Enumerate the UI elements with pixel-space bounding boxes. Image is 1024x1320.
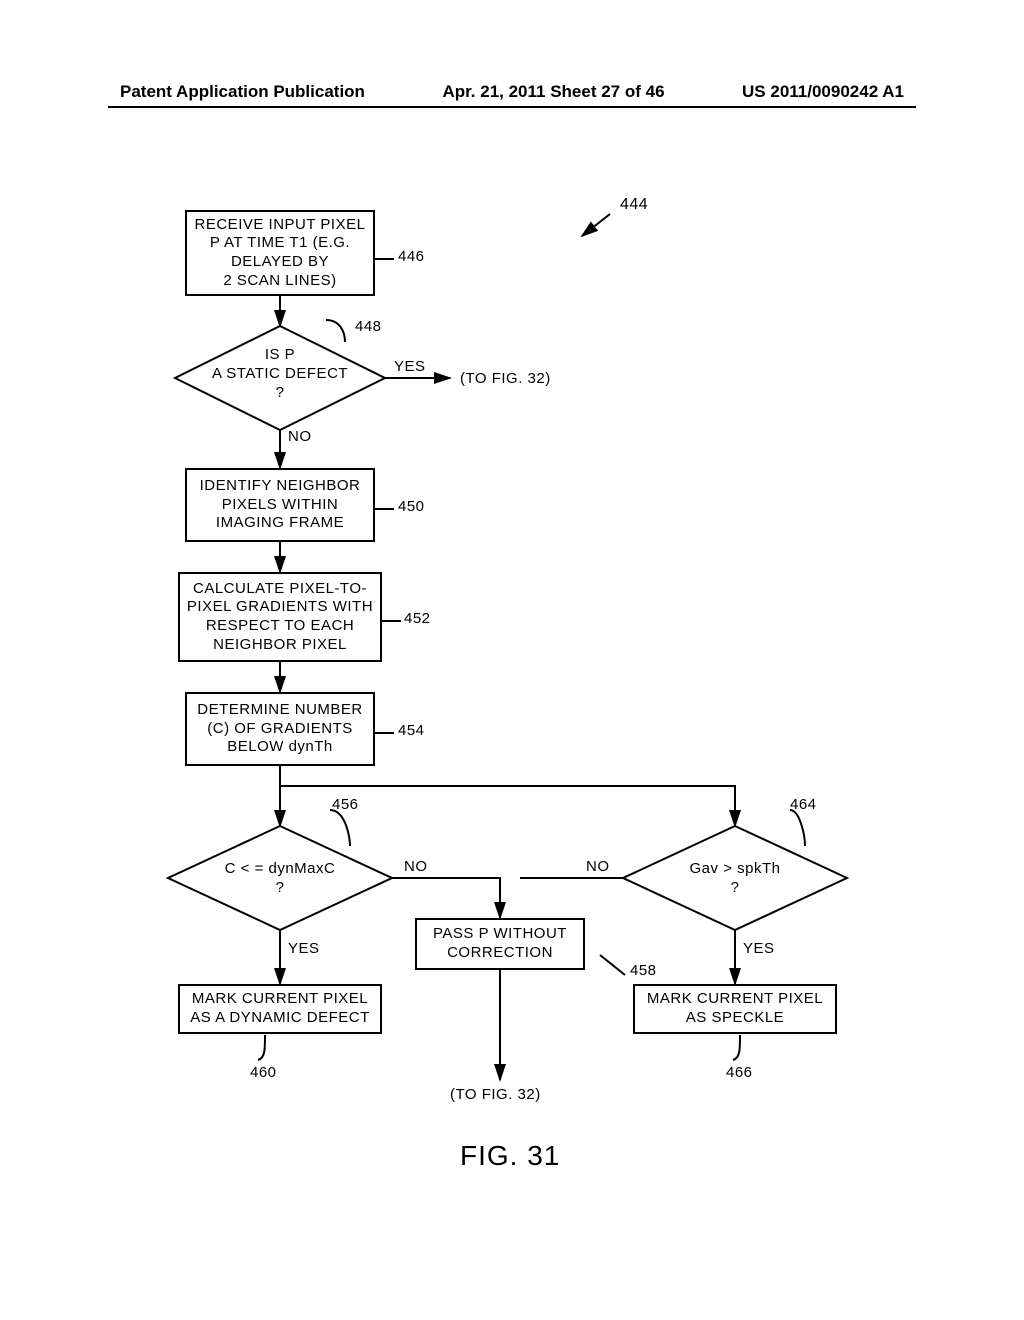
ref-456: 456 bbox=[332, 796, 359, 813]
box-450: IDENTIFY NEIGHBOR PIXELS WITHIN IMAGING … bbox=[185, 468, 375, 542]
leader-452 bbox=[381, 615, 405, 627]
ref-466: 466 bbox=[726, 1064, 753, 1081]
box-446-l2: P AT TIME T1 (E.G. bbox=[210, 234, 350, 253]
box-466-l2: AS SPECKLE bbox=[686, 1009, 784, 1028]
d448-l1: IS P bbox=[265, 346, 295, 363]
d448-no: NO bbox=[288, 428, 312, 445]
diamond-464-text: Gav > spkTh ? bbox=[670, 860, 800, 898]
box-450-l1: IDENTIFY NEIGHBOR bbox=[200, 477, 361, 496]
d464-no: NO bbox=[586, 858, 610, 875]
box-452-l3: RESPECT TO EACH bbox=[206, 617, 354, 636]
box-460-l2: AS A DYNAMIC DEFECT bbox=[190, 1009, 370, 1028]
d456-yes: YES bbox=[288, 940, 320, 957]
ref-446: 446 bbox=[398, 248, 425, 265]
box-458-l2: CORRECTION bbox=[447, 944, 553, 963]
d456-no: NO bbox=[404, 858, 428, 875]
d456-l2: ? bbox=[276, 879, 285, 896]
to-fig-32-bottom: (TO FIG. 32) bbox=[450, 1086, 541, 1103]
box-446-l4: 2 SCAN LINES) bbox=[223, 272, 336, 291]
diamond-448-text: IS P A STATIC DEFECT ? bbox=[200, 346, 360, 402]
box-458-l1: PASS P WITHOUT bbox=[433, 925, 567, 944]
diamond-456-text: C < = dynMaxC ? bbox=[210, 860, 350, 898]
box-460: MARK CURRENT PIXEL AS A DYNAMIC DEFECT bbox=[178, 984, 382, 1034]
box-450-l2: PIXELS WITHIN bbox=[222, 496, 339, 515]
leader-450 bbox=[374, 503, 398, 515]
box-460-l1: MARK CURRENT PIXEL bbox=[192, 990, 368, 1009]
box-452: CALCULATE PIXEL-TO- PIXEL GRADIENTS WITH… bbox=[178, 572, 382, 662]
box-458: PASS P WITHOUT CORRECTION bbox=[415, 918, 585, 970]
box-454-l2: (C) OF GRADIENTS bbox=[207, 720, 353, 739]
d448-tofig: (TO FIG. 32) bbox=[460, 370, 551, 387]
leader-454 bbox=[374, 727, 398, 739]
box-466: MARK CURRENT PIXEL AS SPECKLE bbox=[633, 984, 837, 1034]
ref-458: 458 bbox=[630, 962, 657, 979]
d464-l2: ? bbox=[731, 879, 740, 896]
box-454-l1: DETERMINE NUMBER bbox=[197, 701, 363, 720]
ref-464: 464 bbox=[790, 796, 817, 813]
box-454: DETERMINE NUMBER (C) OF GRADIENTS BELOW … bbox=[185, 692, 375, 766]
box-466-l1: MARK CURRENT PIXEL bbox=[647, 990, 823, 1009]
box-446: RECEIVE INPUT PIXEL P AT TIME T1 (E.G. D… bbox=[185, 210, 375, 296]
ref-454: 454 bbox=[398, 722, 425, 739]
d448-l2: A STATIC DEFECT bbox=[212, 365, 348, 382]
d464-yes: YES bbox=[743, 940, 775, 957]
ref-448: 448 bbox=[355, 318, 382, 335]
figure-caption: FIG. 31 bbox=[460, 1140, 560, 1172]
ref-452: 452 bbox=[404, 610, 431, 627]
box-452-l4: NEIGHBOR PIXEL bbox=[213, 636, 347, 655]
ref-450: 450 bbox=[398, 498, 425, 515]
ref-460: 460 bbox=[250, 1064, 277, 1081]
box-446-l3: DELAYED BY bbox=[231, 253, 329, 272]
d456-l1: C < = dynMaxC bbox=[225, 860, 336, 877]
box-452-l2: PIXEL GRADIENTS WITH bbox=[187, 598, 373, 617]
d464-l1: Gav > spkTh bbox=[690, 860, 781, 877]
connectors bbox=[0, 0, 1024, 1320]
box-450-l3: IMAGING FRAME bbox=[216, 514, 344, 533]
flowchart: 444 RECEIVE INPUT PIXEL P AT TIME T1 (E.… bbox=[0, 0, 1024, 1320]
d448-l3: ? bbox=[276, 384, 285, 401]
box-446-l1: RECEIVE INPUT PIXEL bbox=[195, 216, 366, 235]
box-452-l1: CALCULATE PIXEL-TO- bbox=[193, 580, 367, 599]
box-454-l3: BELOW dynTh bbox=[227, 738, 333, 757]
d448-yes: YES bbox=[394, 358, 426, 375]
ref-444: 444 bbox=[620, 196, 648, 214]
leader-446 bbox=[374, 253, 398, 265]
